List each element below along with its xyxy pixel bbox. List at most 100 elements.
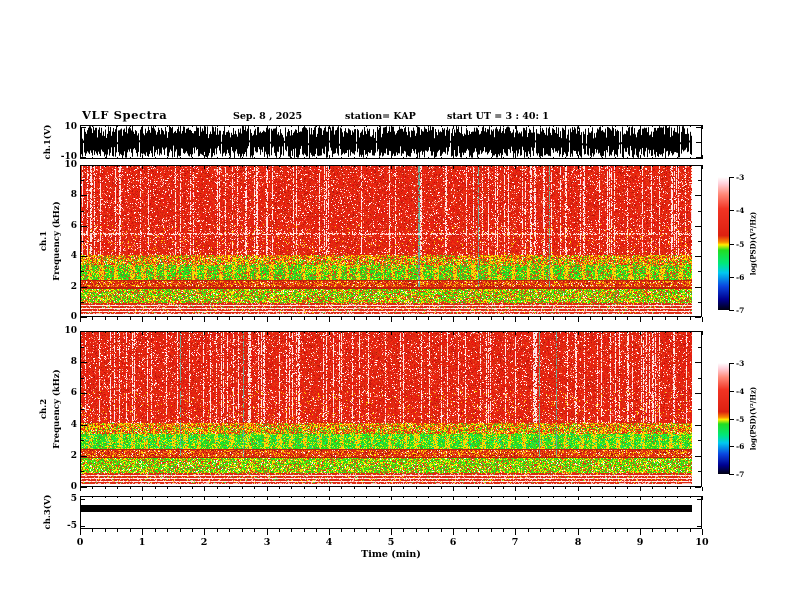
x-minor-tick: [180, 125, 181, 127]
x-minor-tick: [192, 331, 193, 333]
x-minor-tick: [155, 165, 156, 167]
x-minor-tick: [652, 529, 653, 532]
volt-tick-label: 5: [70, 494, 77, 504]
x-minor-tick: [105, 125, 106, 127]
x-minor-tick: [590, 487, 591, 489]
x-minor-tick: [217, 496, 218, 498]
x-tick: [702, 125, 703, 129]
x-minor-tick: [690, 157, 691, 159]
x-tick: [329, 125, 330, 129]
freq-tick: [81, 195, 87, 196]
freq-tick: [698, 211, 701, 212]
x-tick: [204, 529, 205, 535]
freq-tick: [695, 165, 701, 166]
x-minor-tick: [291, 157, 292, 159]
volt-tick-label: -5: [67, 521, 77, 531]
x-minor-tick: [615, 157, 616, 159]
x-tick: [578, 331, 579, 335]
x-tick: [391, 496, 392, 500]
x-minor-tick: [652, 165, 653, 167]
figure-title: VLF Spectra: [82, 108, 168, 122]
freq-tick-label: 6: [70, 221, 77, 231]
x-minor-tick: [192, 496, 193, 498]
x-minor-tick: [615, 317, 616, 320]
x-minor-tick: [130, 317, 131, 320]
colorbar-bracket: [729, 363, 730, 474]
x-minor-tick: [590, 317, 591, 320]
freq-tick: [695, 287, 701, 288]
x-minor-tick: [279, 317, 280, 320]
x-tick: [702, 317, 703, 322]
x-tick: [578, 155, 579, 159]
volt-tick: [697, 499, 701, 500]
x-minor-tick: [602, 331, 603, 333]
x-tick: [80, 317, 81, 322]
x-minor-tick: [615, 487, 616, 489]
x-minor-tick: [279, 165, 280, 167]
x-tick: [578, 496, 579, 500]
wave1-frame: [80, 125, 702, 159]
x-minor-tick: [105, 487, 106, 489]
x-minor-tick: [403, 125, 404, 127]
x-minor-tick: [167, 529, 168, 532]
x-minor-tick: [254, 487, 255, 489]
freq-tick-label: 4: [70, 251, 77, 261]
freq-tick: [81, 331, 87, 332]
freq-tick: [81, 211, 84, 212]
freq-tick: [698, 409, 701, 410]
x-minor-tick: [491, 487, 492, 489]
x-tick: [702, 155, 703, 159]
x-minor-tick: [92, 487, 93, 489]
freq-tick: [81, 180, 84, 181]
colorbar-tick: [729, 177, 734, 178]
x-tick: [453, 331, 454, 335]
x-tick: [142, 331, 143, 335]
freq-tick: [698, 471, 701, 472]
x-minor-tick: [316, 487, 317, 489]
x-minor-tick: [316, 529, 317, 532]
x-minor-tick: [117, 317, 118, 320]
x-minor-tick: [441, 496, 442, 498]
x-minor-tick: [105, 331, 106, 333]
colorbar-tick: [729, 277, 734, 278]
x-minor-tick: [304, 317, 305, 320]
freq-tick: [698, 440, 701, 441]
x-minor-tick: [590, 529, 591, 532]
x-minor-tick: [354, 529, 355, 532]
x-minor-tick: [167, 125, 168, 127]
x-minor-tick: [690, 317, 691, 320]
x-minor-tick: [565, 125, 566, 127]
x-minor-tick: [503, 487, 504, 489]
x-minor-tick: [379, 487, 380, 489]
x-minor-tick: [602, 317, 603, 320]
freq-tick: [695, 195, 701, 196]
x-minor-tick: [416, 317, 417, 320]
x-minor-tick: [690, 331, 691, 333]
x-minor-tick: [491, 165, 492, 167]
x-minor-tick: [665, 317, 666, 320]
x-minor-tick: [229, 165, 230, 167]
x-tick: [267, 317, 268, 322]
x-minor-tick: [341, 529, 342, 532]
x-tick: [329, 529, 330, 535]
x-minor-tick: [117, 331, 118, 333]
freq-tick-label: 10: [64, 160, 77, 170]
x-minor-tick: [528, 125, 529, 127]
freq-tick: [695, 393, 701, 394]
x-minor-tick: [428, 165, 429, 167]
x-tick: [578, 487, 579, 491]
x-minor-tick: [130, 487, 131, 489]
x-tick: [267, 529, 268, 535]
colorbar-tick: [729, 446, 734, 447]
x-minor-tick: [677, 487, 678, 489]
x-minor-tick: [565, 317, 566, 320]
freq-tick: [695, 256, 701, 257]
x-minor-tick: [602, 157, 603, 159]
x-minor-tick: [602, 125, 603, 127]
x-minor-tick: [242, 487, 243, 489]
volt-tick-label: -10: [60, 152, 77, 162]
x-tick: [329, 155, 330, 159]
x-minor-tick: [155, 331, 156, 333]
x-minor-tick: [403, 317, 404, 320]
x-minor-tick: [652, 125, 653, 127]
